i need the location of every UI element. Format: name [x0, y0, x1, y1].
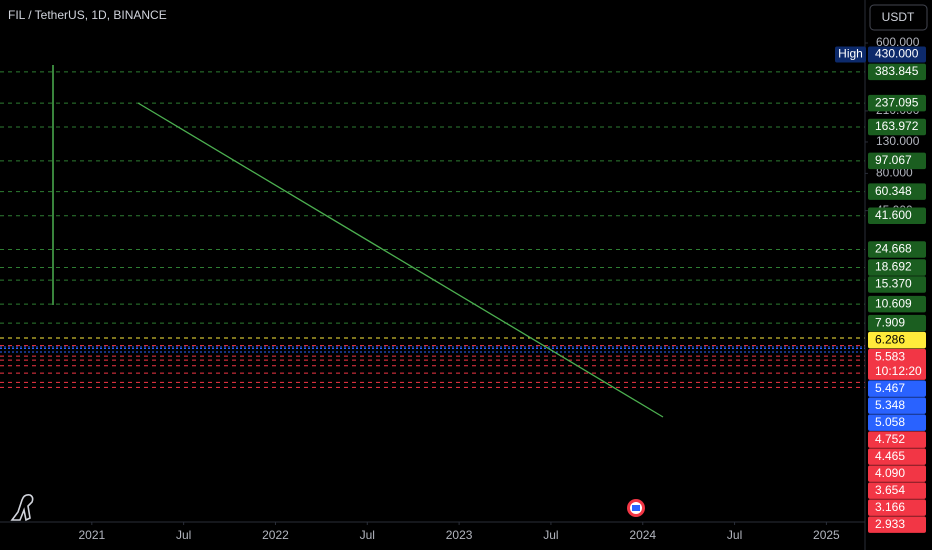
trendline — [137, 102, 664, 418]
level-badge — [868, 482, 926, 499]
level-badge — [868, 63, 926, 81]
price-badges: High 430.000 383.845 237.095 163.972 97.067 60… — [835, 46, 926, 533]
x-tick-label: 2024 — [629, 528, 656, 542]
level-badge — [868, 152, 926, 170]
x-tick-label: Jul — [543, 528, 558, 542]
level-badge-label: 60.348 — [875, 184, 912, 198]
level-badge — [868, 259, 926, 276]
level-badge-label: 3.654 — [875, 483, 905, 497]
level-badge-label: 5.583 — [875, 349, 905, 363]
level-badge — [868, 183, 926, 200]
level-badge — [868, 94, 926, 112]
level-badge-label: 5.467 — [875, 381, 905, 395]
level-badge-label: 3.166 — [875, 500, 905, 514]
level-badge — [868, 118, 926, 136]
level-badge — [868, 516, 926, 533]
y-tick-label: 600.000 — [876, 35, 920, 49]
level-badge — [868, 314, 926, 332]
level-badge — [868, 448, 926, 465]
high-badge-label: 430.000 — [875, 47, 919, 61]
level-badge-label: 2.933 — [875, 517, 905, 531]
level-lines — [0, 71, 865, 388]
level-badge — [868, 276, 926, 293]
level-badge-label: 97.067 — [875, 153, 912, 167]
y-tick-label: 130.000 — [876, 134, 920, 148]
level-badge-label: 41.600 — [875, 208, 912, 222]
level-badge-label: 5.058 — [875, 415, 905, 429]
event-flag — [632, 505, 640, 511]
level-badge — [868, 331, 926, 349]
level-badge-label: 163.972 — [875, 119, 919, 133]
currency-button[interactable] — [869, 4, 928, 31]
level-badge-label: 7.909 — [875, 315, 905, 329]
level-badge — [868, 241, 926, 258]
level-badge-label: 5.348 — [875, 398, 905, 412]
high-tag-label: High — [838, 47, 863, 61]
level-badge — [868, 499, 926, 516]
x-tick-label: Jul — [360, 528, 375, 542]
currency-label[interactable]: USDT — [882, 10, 915, 24]
level-badge — [868, 414, 926, 431]
high-tag — [835, 46, 866, 63]
x-tick-label: Jul — [727, 528, 742, 542]
level-badge-label: 4.465 — [875, 449, 905, 463]
x-tick-label: Jul — [176, 528, 191, 542]
x-tick-label: 2023 — [446, 528, 473, 542]
level-badge — [868, 397, 926, 414]
level-badge-label: 4.752 — [875, 432, 905, 446]
level-badge-label: 6.286 — [875, 332, 905, 346]
level-badge-label: 24.668 — [875, 242, 912, 256]
logo[interactable] — [10, 494, 34, 522]
level-badge — [868, 431, 926, 448]
level-badge — [868, 295, 926, 313]
x-tick-label: 2021 — [78, 528, 105, 542]
level-badge-label: 383.845 — [875, 64, 919, 78]
high-badge — [868, 46, 926, 63]
x-tick-label: 2025 — [813, 528, 840, 542]
level-badge — [868, 207, 926, 224]
level-badge — [868, 348, 926, 380]
x-tick-label: 2022 — [262, 528, 289, 542]
level-badge — [868, 465, 926, 482]
level-badge — [868, 380, 926, 397]
level-badge-label: 18.692 — [875, 260, 912, 274]
level-badge-label: 15.370 — [875, 277, 912, 291]
level-badge-label: 4.090 — [875, 466, 905, 480]
countdown: 10:12:20 — [875, 364, 922, 378]
chart-title: FIL / TetherUS, 1D, BINANCE — [8, 8, 167, 22]
level-badge-label: 237.095 — [875, 95, 919, 109]
level-badge-label: 10.609 — [875, 296, 912, 310]
